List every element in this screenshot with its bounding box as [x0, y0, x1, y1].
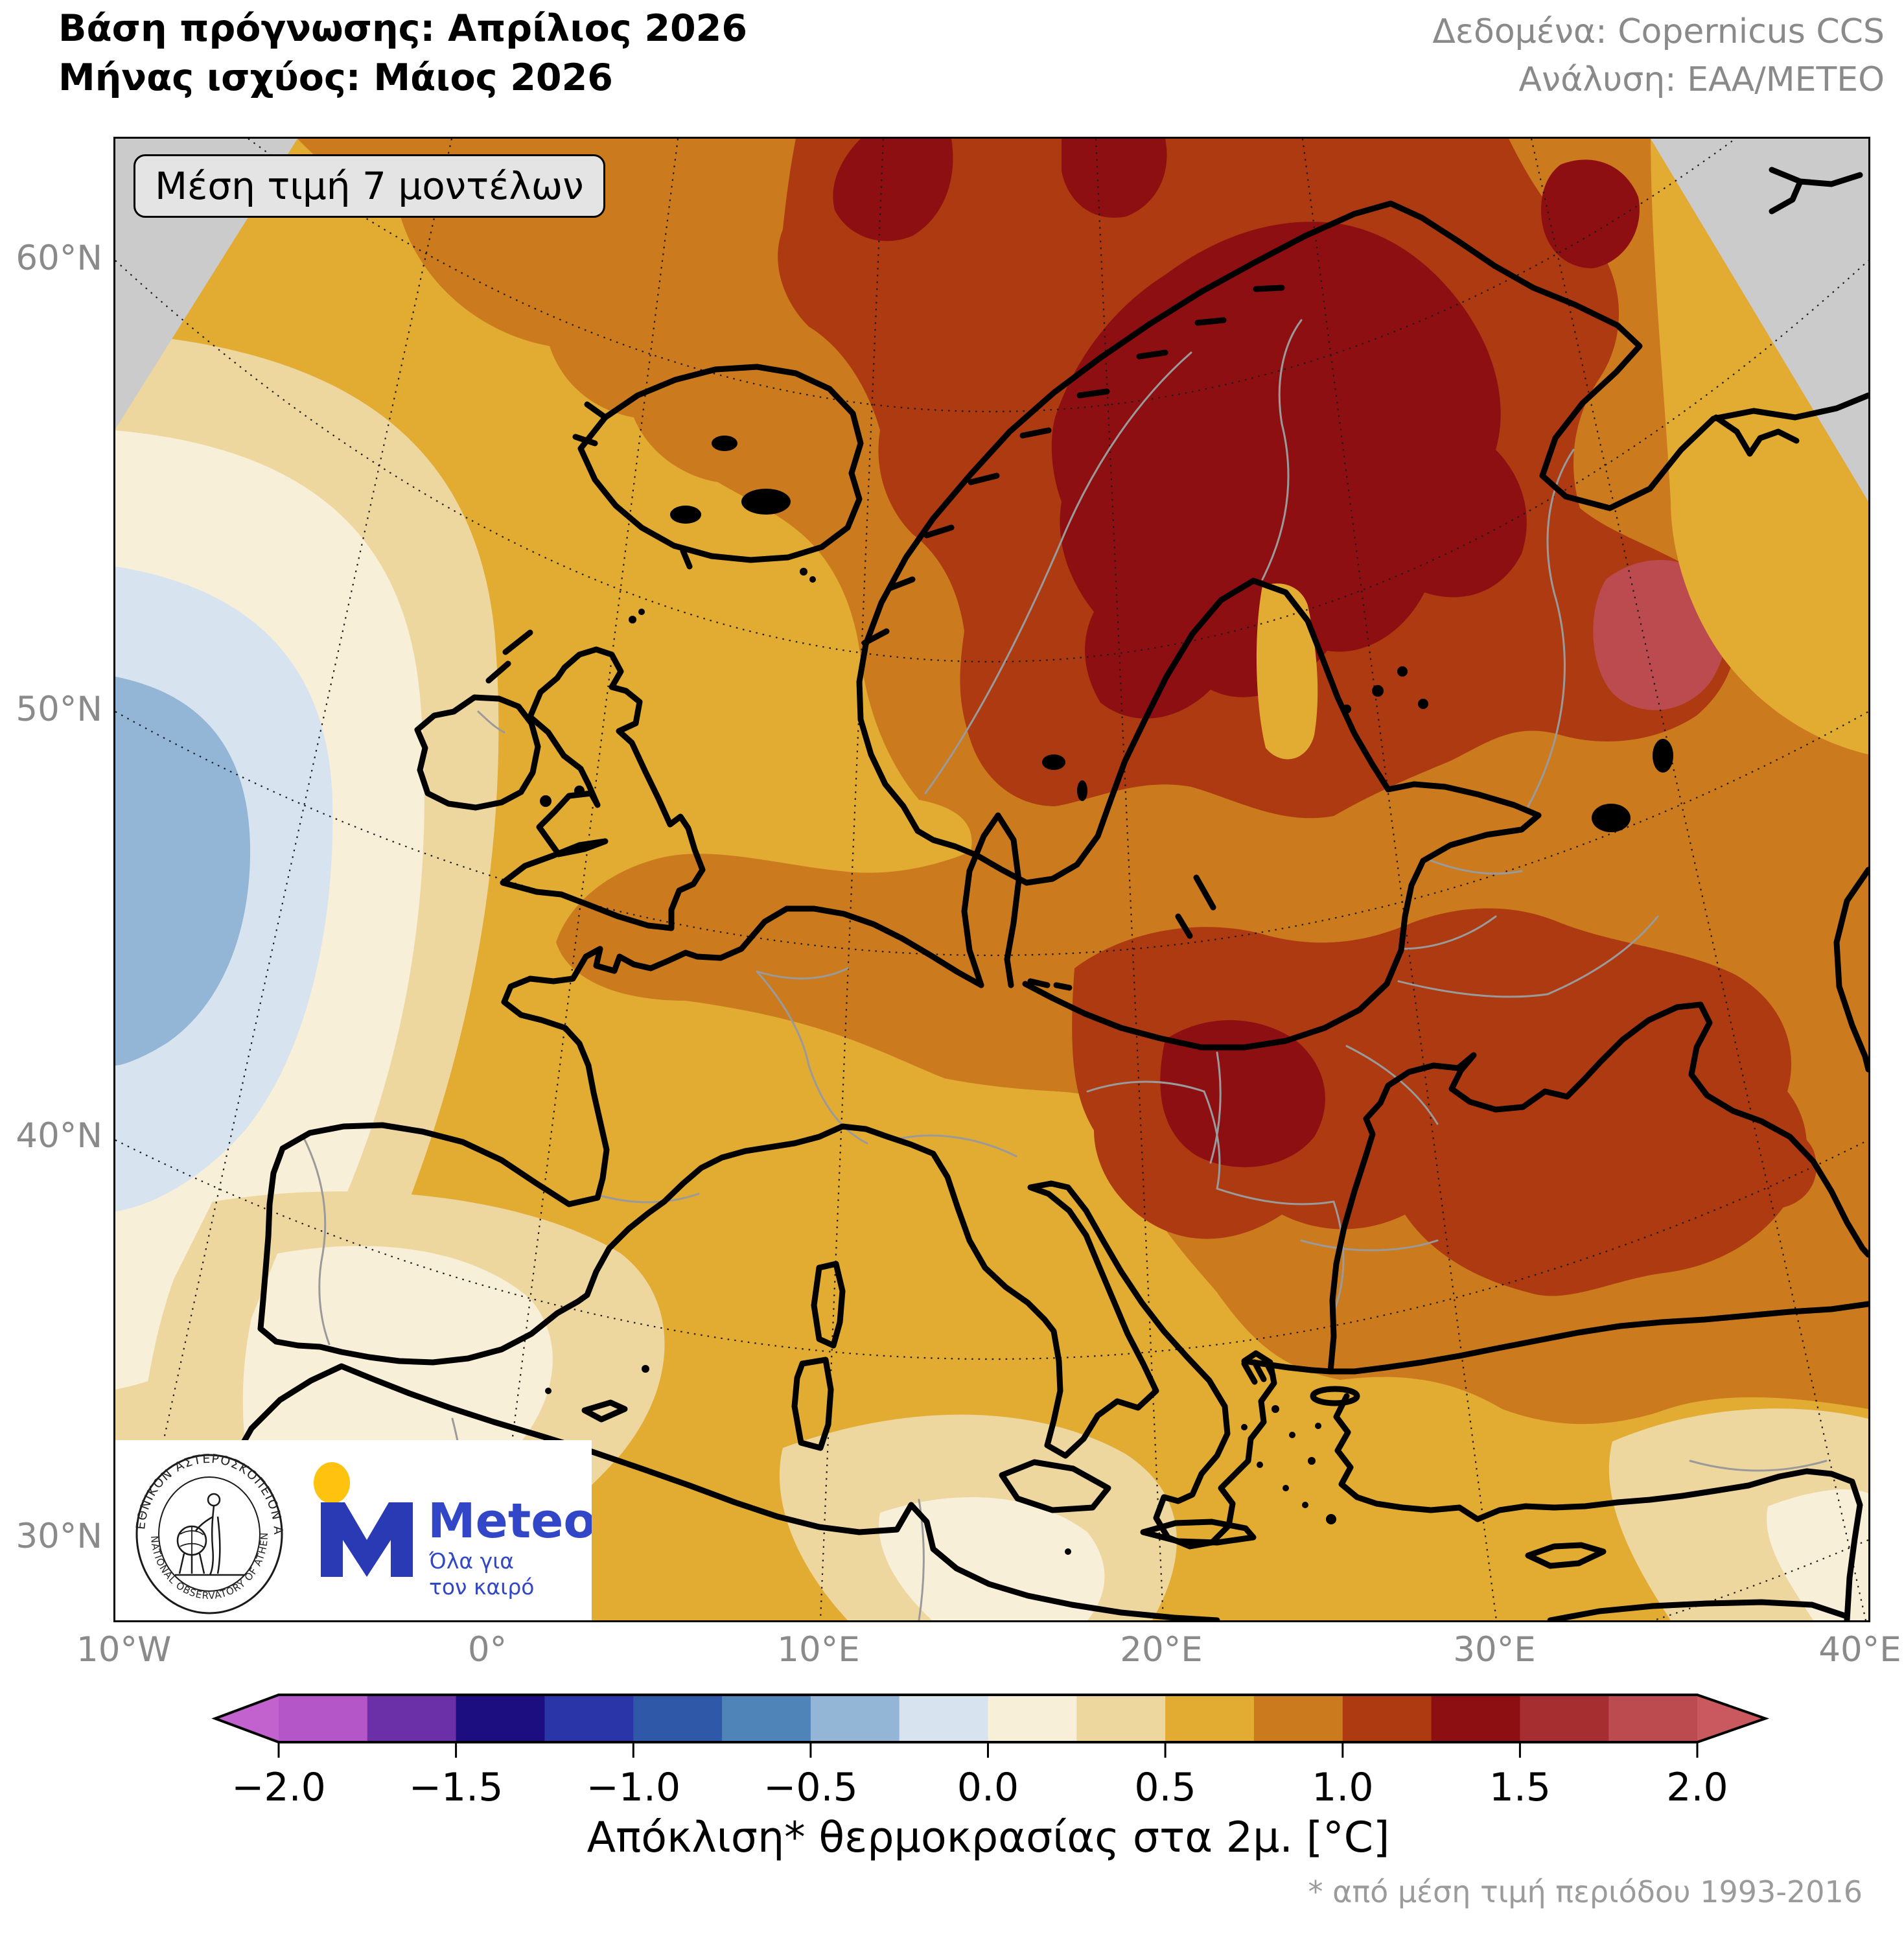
forecast-base-value: Απρίλιος 2026: [448, 7, 748, 50]
forecast-base-label: Βάση πρόγνωσης:: [58, 7, 435, 50]
field-atlantic-steelblue: [115, 677, 251, 1066]
lon-label-10w: 10°W: [76, 1630, 172, 1670]
forecast-valid-label: Μήνας ισχύος:: [58, 56, 361, 99]
lat-label-60n: 60°N: [16, 239, 102, 278]
field-core-top3: [1541, 159, 1640, 268]
anomaly-map: [115, 139, 1868, 1620]
meteo-wordmark: Meteo: [428, 1493, 592, 1549]
svg-text:−2.0: −2.0: [231, 1765, 326, 1810]
field-bothnia-gold: [1256, 583, 1318, 760]
colorbar-tick-labels: −2.0 −1.5 −1.0 −0.5 0.0 0.5 1.0 1.5 2.0: [231, 1765, 1728, 1810]
meteo-m-icon: [321, 1502, 413, 1577]
svg-text:−0.5: −0.5: [763, 1765, 858, 1810]
noa-seal: [135, 1454, 283, 1614]
lat-label-40n: 40°N: [16, 1116, 102, 1156]
meteo-yellow-dot: [314, 1462, 350, 1504]
svg-text:1.5: 1.5: [1489, 1765, 1551, 1810]
lon-label-0: 0°: [467, 1630, 507, 1670]
lakes-and-islets: [540, 436, 1673, 1555]
colorbar-label: Απόκλιση* θερμοκρασίας στα 2μ. [°C]: [586, 1813, 1390, 1862]
svg-text:0.0: 0.0: [957, 1765, 1019, 1810]
reference-period-footnote: * από μέση τιμή περιόδου 1993-2016: [1308, 1874, 1863, 1909]
logo-box: ΕΘΝΙΚΟΝ ΑΣΤΕΡΟΣΚΟΠΕΙΟΝ ΑΘΗΝΩΝ NATIONAL O…: [110, 1429, 596, 1620]
field-southeast-cream: [1767, 1489, 1868, 1620]
colorbar: −2.0 −1.5 −1.0 −0.5 0.0 0.5 1.0 1.5 2.0: [211, 1694, 1770, 1810]
meteo-tagline-2: τον καιρό: [429, 1574, 535, 1600]
map-panel: Μέση τιμή 7 μοντέλων ΕΘΝΙΚΟΝ ΑΣΤΕΡΟΣΚΟΠΕ…: [110, 137, 1870, 1622]
colorbar-over-arrow: [1697, 1695, 1765, 1742]
data-source-line: Δεδομένα: Copernicus CCS: [1432, 12, 1885, 51]
forecast-header: Βάση πρόγνωσης: Απρίλιος 2026 Μήνας ισχύ…: [58, 4, 747, 102]
field-core-top1: [833, 139, 953, 241]
colorbar-segments: [215, 1695, 1765, 1742]
field-centralmed-cream: [879, 1497, 1105, 1620]
ensemble-annotation-text: Μέση τιμή 7 μοντέλων: [155, 164, 584, 208]
meteo-tagline-1: Όλα για: [428, 1548, 514, 1574]
lon-label-20e: 20°E: [1120, 1630, 1203, 1670]
svg-text:1.0: 1.0: [1312, 1765, 1373, 1810]
svg-text:−1.0: −1.0: [586, 1765, 680, 1810]
lon-label-10e: 10°E: [777, 1630, 860, 1670]
colorbar-under-arrow: [215, 1695, 279, 1742]
credits-header: Δεδομένα: Copernicus CCS Ανάλυση: ΕΑΑ/ME…: [1432, 8, 1885, 104]
forecast-valid-row: Μήνας ισχύος: Μάιος 2026: [58, 53, 747, 102]
lon-label-40e: 40°E: [1818, 1630, 1901, 1670]
lat-label-50n: 50°N: [16, 690, 102, 729]
meteo-logo: Meteo Όλα για τον καιρό: [314, 1462, 596, 1600]
coastlines: [190, 167, 1868, 1620]
field-necorner-gold: [1651, 139, 1868, 754]
lat-label-30n: 30°N: [16, 1517, 102, 1556]
svg-text:2.0: 2.0: [1666, 1765, 1728, 1810]
lon-label-30e: 30°E: [1453, 1630, 1536, 1670]
field-core-top2: [1062, 139, 1167, 218]
ensemble-annotation-box: Μέση τιμή 7 μοντέλων: [134, 154, 605, 218]
forecast-base-row: Βάση πρόγνωσης: Απρίλιος 2026: [58, 4, 747, 53]
logos-svg: ΕΘΝΙΚΟΝ ΑΣΤΕΡΟΣΚΟΠΕΙΟΝ ΑΘΗΝΩΝ NATIONAL O…: [110, 1429, 596, 1614]
svg-text:0.5: 0.5: [1134, 1765, 1196, 1810]
field-core-pannonia: [1160, 1020, 1325, 1167]
graticule: [115, 139, 1868, 1620]
colorbar-ticks: [277, 1742, 1699, 1758]
svg-text:−1.5: −1.5: [409, 1765, 504, 1810]
forecast-valid-value: Μάιος 2026: [373, 56, 613, 99]
analysis-line: Ανάλυση: ΕΑΑ/METEO: [1518, 60, 1885, 99]
noa-seal-top-text: ΕΘΝΙΚΟΝ ΑΣΤΕΡΟΣΚΟΠΕΙΟΝ ΑΘΗΝΩΝ: [115, 1440, 285, 1535]
